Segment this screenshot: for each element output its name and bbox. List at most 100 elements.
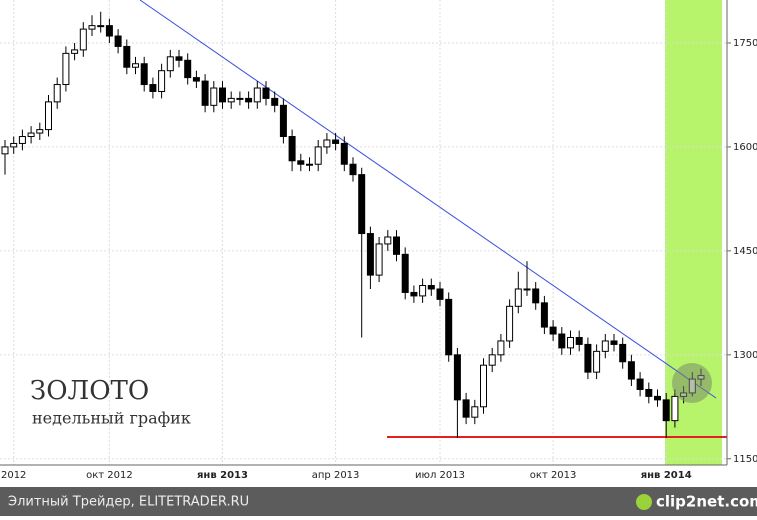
- candle-body: [645, 388, 653, 397]
- candles: [1, 11, 705, 438]
- candle-body: [453, 354, 461, 401]
- candle-body: [166, 56, 174, 72]
- candle-body: [36, 129, 44, 134]
- candle-body: [671, 395, 679, 422]
- candle-body: [297, 160, 305, 165]
- candle-body: [366, 233, 374, 276]
- candle-body: [523, 288, 531, 291]
- candle-body: [236, 97, 244, 100]
- candle-body: [375, 243, 383, 276]
- candle-body: [149, 84, 157, 92]
- candle-body: [358, 174, 366, 235]
- candle-body: [53, 84, 61, 103]
- candle-body: [558, 333, 566, 349]
- candle-body: [18, 136, 26, 144]
- candle-body: [419, 285, 427, 297]
- candle-body: [340, 142, 348, 165]
- candle-body: [45, 101, 52, 131]
- candle-body: [140, 63, 148, 86]
- candle-body: [262, 87, 270, 99]
- candle-body: [627, 361, 635, 380]
- candle-body: [514, 288, 522, 307]
- candle-body: [27, 132, 35, 138]
- candle-body: [488, 354, 496, 366]
- candle-body: [410, 291, 418, 297]
- candle-body: [175, 56, 183, 61]
- trend-line: [139, 0, 717, 399]
- candle-body: [227, 97, 235, 103]
- grid: [0, 0, 727, 465]
- candle-body: [184, 59, 192, 79]
- y-tick-label: 1150: [733, 454, 757, 465]
- x-tick-label: окт 2012: [86, 470, 133, 481]
- candle-body: [123, 45, 131, 68]
- candle-body: [192, 77, 200, 82]
- footer-source: Элитный Трейдер, ELITETRADER.RU: [8, 495, 249, 510]
- candle-body: [62, 52, 70, 86]
- candle-body: [445, 298, 453, 356]
- chart-subtitle: недельный график: [32, 409, 191, 428]
- candle-body: [654, 395, 661, 401]
- x-tick-label: 2012: [1, 470, 26, 481]
- x-tick-label: янв 2013: [197, 470, 248, 481]
- candle-body: [462, 399, 470, 418]
- candle-body: [105, 25, 113, 37]
- footer-bar: [0, 487, 757, 516]
- y-tick-label: 1450: [733, 246, 757, 257]
- candle-body: [540, 302, 548, 328]
- candle-body: [575, 336, 583, 345]
- y-tick-label: 1750: [733, 38, 757, 49]
- y-tick-label: 1600: [733, 142, 757, 153]
- candle-body: [427, 285, 435, 290]
- candle-body: [332, 139, 340, 144]
- x-tick-label: июл 2013: [415, 470, 465, 481]
- candle-body: [349, 163, 357, 176]
- candle-body: [549, 326, 557, 335]
- candle-body: [1, 146, 9, 155]
- candle-body: [584, 343, 592, 373]
- candle-body: [619, 343, 627, 363]
- candle-body: [636, 378, 644, 390]
- candle-body: [506, 305, 514, 342]
- x-tick-label: янв 2014: [641, 470, 692, 481]
- candle-body: [471, 406, 479, 418]
- candle-body: [79, 28, 87, 51]
- candle-body: [253, 87, 261, 103]
- highlight-circle: [672, 363, 712, 403]
- candle-body: [158, 70, 166, 92]
- x-tick-label: окт 2013: [530, 470, 577, 481]
- candle-body: [497, 340, 505, 356]
- candle-body: [279, 104, 287, 138]
- candle-body: [601, 340, 609, 352]
- candle-body: [97, 25, 105, 28]
- candle-body: [71, 49, 79, 54]
- candle-body: [480, 364, 487, 408]
- candle-body: [593, 350, 601, 373]
- logo-icon: [636, 494, 652, 510]
- y-tick-label: 1300: [733, 350, 757, 361]
- candle-body: [384, 236, 392, 245]
- candle-body: [219, 87, 226, 103]
- candle-body: [10, 142, 18, 148]
- candle-body: [132, 63, 139, 68]
- candle-body: [210, 87, 218, 106]
- x-tick-label: апр 2013: [312, 470, 360, 481]
- candle-body: [401, 253, 409, 293]
- chart-title: ЗОЛОТО: [30, 376, 149, 406]
- candle-body: [567, 336, 574, 349]
- candle-body: [323, 139, 331, 148]
- candle-body: [436, 288, 444, 300]
- candle-body: [610, 340, 618, 345]
- candle-body: [532, 288, 540, 304]
- candle-body: [314, 146, 322, 165]
- footer-logo: clip2net.com: [656, 493, 757, 511]
- candle-body: [662, 399, 670, 422]
- candle-body: [288, 136, 296, 162]
- candle-body: [114, 35, 122, 47]
- candle-body: [306, 163, 313, 166]
- candle-body: [201, 80, 209, 106]
- candle-body: [271, 97, 279, 106]
- candle-body: [88, 25, 96, 30]
- candle-body: [393, 236, 400, 255]
